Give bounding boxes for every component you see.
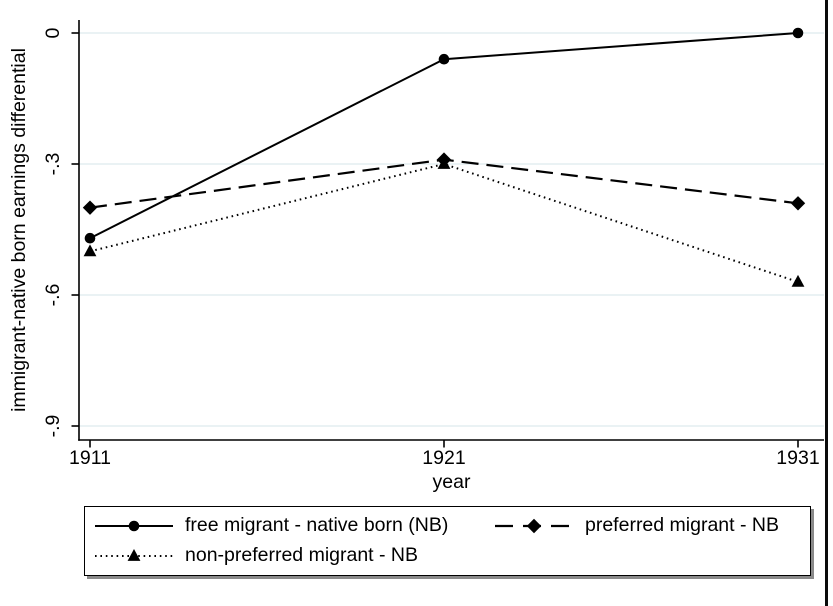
y-tick-label: 0 [42,27,64,38]
triangle-marker-icon [791,274,805,287]
triangle-marker-icon [437,157,451,169]
circle-marker-icon [84,232,96,244]
y-tick-label: -.6 [42,284,64,307]
triangle-marker-icon [83,244,97,257]
dotted-line-triangle-marker-icon [95,549,173,561]
circle-marker-icon [438,53,450,65]
diamond-marker-icon [82,200,98,215]
legend: free migrant - native born (NB) preferre… [84,506,811,576]
solid-line-circle-marker-icon [95,520,173,532]
legend-item-preferred-migrant: preferred migrant - NB [495,514,779,538]
legend-label: preferred migrant - NB [585,514,779,537]
diamond-marker-icon [790,196,806,211]
x-tick-label: 1931 [776,447,819,469]
circle-marker-icon [792,27,804,39]
x-tick-label: 1921 [422,447,465,469]
dashed-line-diamond-marker-icon [495,518,573,534]
series-line [89,162,799,283]
legend-label: non-preferred migrant - NB [185,544,419,567]
legend-label: free migrant - native born (NB) [185,514,449,537]
window-edge [825,0,828,606]
y-tick-label: -.9 [42,415,64,438]
x-tick-label: 1911 [69,447,111,469]
legend-item-free-migrant: free migrant - native born (NB) [95,514,495,538]
x-axis-title: year [432,471,471,493]
y-tick-label: -.3 [42,153,64,176]
y-axis-title: immigrant-native born earnings different… [8,48,30,412]
legend-row: non-preferred migrant - NB [95,541,810,571]
legend-item-non-preferred-migrant: non-preferred migrant - NB [95,544,495,568]
legend-row: free migrant - native born (NB) preferre… [95,511,810,541]
